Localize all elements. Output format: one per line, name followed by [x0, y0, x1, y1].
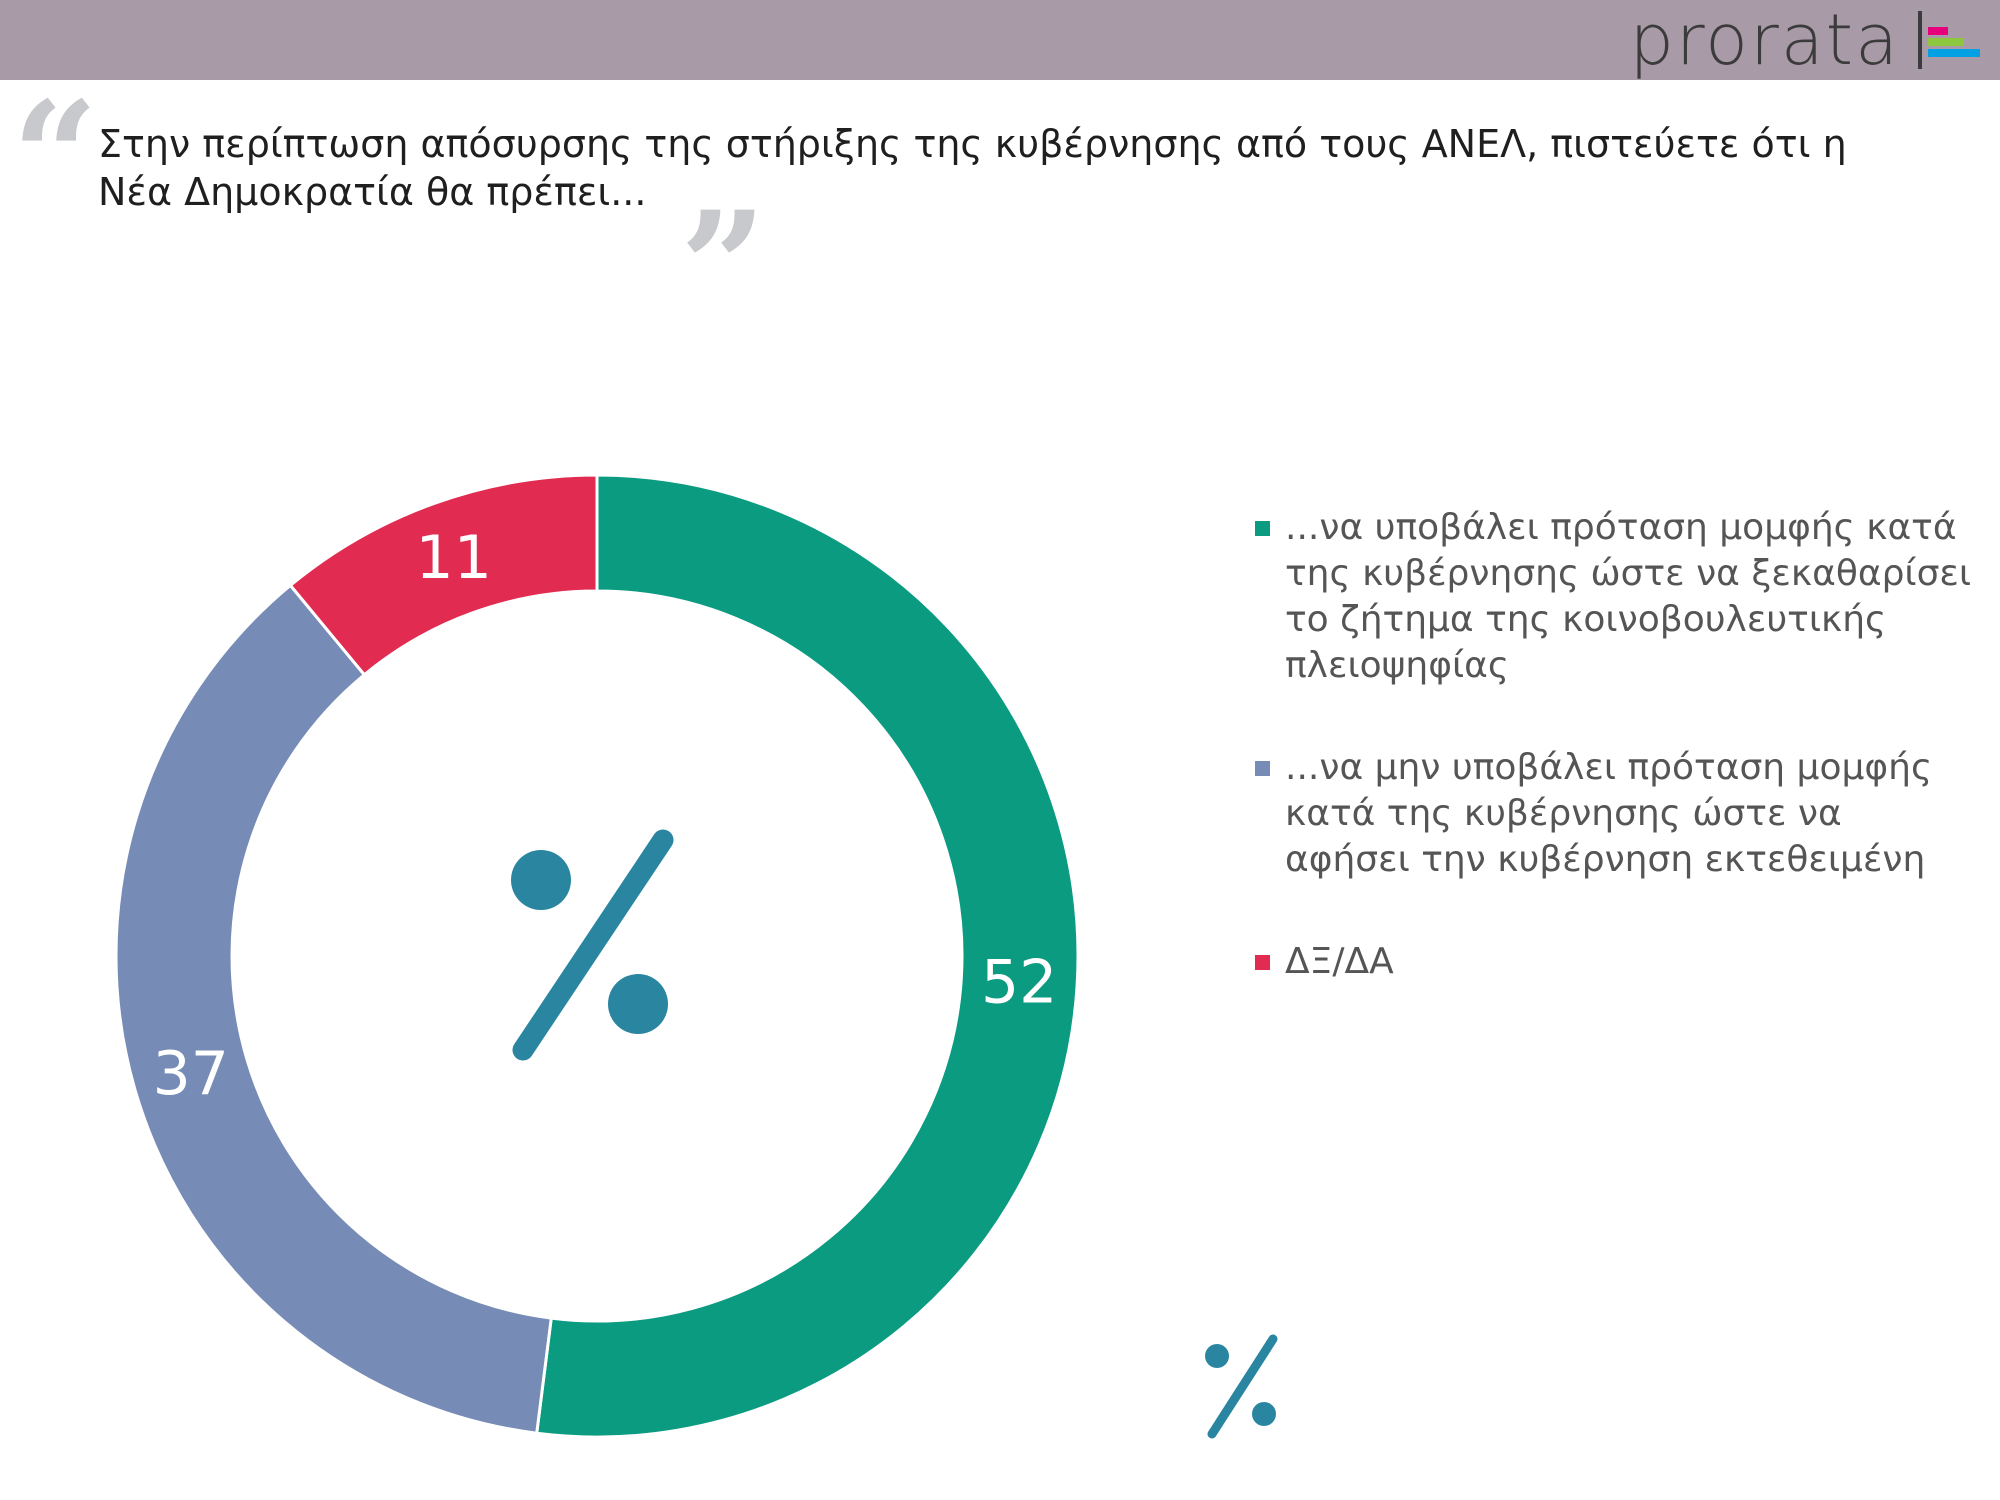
- legend-label-dk-na: ΔΞ/ΔΑ: [1285, 941, 1394, 982]
- legend-label-motion: ...να υποβάλει πρόταση μομφής κατά της κ…: [1285, 507, 1972, 686]
- corner-percent-dot-top: [1205, 1344, 1229, 1368]
- data-label-motion: 52: [981, 948, 1057, 1018]
- chart-legend: ...να υποβάλει πρόταση μομφής κατά της κ…: [1255, 505, 1975, 985]
- legend-item-motion: ...να υποβάλει πρόταση μομφής κατά της κ…: [1255, 505, 1975, 689]
- percent-slash: [512, 829, 674, 1061]
- legend-swatch-motion: [1255, 521, 1270, 536]
- survey-question: Στην περίπτωση απόσυρσης της στήριξης τη…: [98, 122, 1847, 214]
- donut-segment-dk-na: [288, 473, 599, 677]
- percent-dot-bottom: [608, 974, 668, 1034]
- corner-percent-slash: [1207, 1334, 1278, 1439]
- logo-bar-green: [1928, 38, 1964, 46]
- header-bar: prorata: [0, 0, 2000, 80]
- prorata-logo: prorata: [1629, 2, 1980, 78]
- donut-data-labels: 52 37 11: [153, 523, 1058, 1109]
- data-label-dk-na: 11: [416, 523, 492, 593]
- corner-percent-dot-bottom: [1252, 1402, 1276, 1426]
- logo-bars-icon: [1928, 27, 1980, 57]
- logo-text: prorata: [1629, 0, 1900, 81]
- logo-bar-magenta: [1928, 27, 1948, 35]
- logo-divider: [1918, 11, 1922, 69]
- donut-segment-no-motion: [114, 583, 553, 1435]
- legend-label-no-motion: ...να μην υποβάλει πρόταση μομφής κατά τ…: [1285, 747, 1933, 880]
- corner-percent-icon: [1205, 1334, 1278, 1439]
- close-quote-icon: ”: [680, 179, 767, 355]
- legend-swatch-no-motion: [1255, 761, 1270, 776]
- percent-symbol-icon: [511, 829, 674, 1061]
- legend-swatch-dk-na: [1255, 955, 1270, 970]
- data-label-no-motion: 37: [153, 1039, 229, 1109]
- logo-bar-blue: [1928, 49, 1980, 57]
- open-quote-icon: “: [12, 69, 99, 245]
- percent-dot-top: [511, 850, 571, 910]
- donut-segments: [114, 473, 1080, 1439]
- legend-item-dk-na: ΔΞ/ΔΑ: [1255, 939, 1975, 985]
- donut-segment-motion: [535, 473, 1080, 1439]
- legend-item-no-motion: ...να μην υποβάλει πρόταση μομφής κατά τ…: [1255, 745, 1975, 883]
